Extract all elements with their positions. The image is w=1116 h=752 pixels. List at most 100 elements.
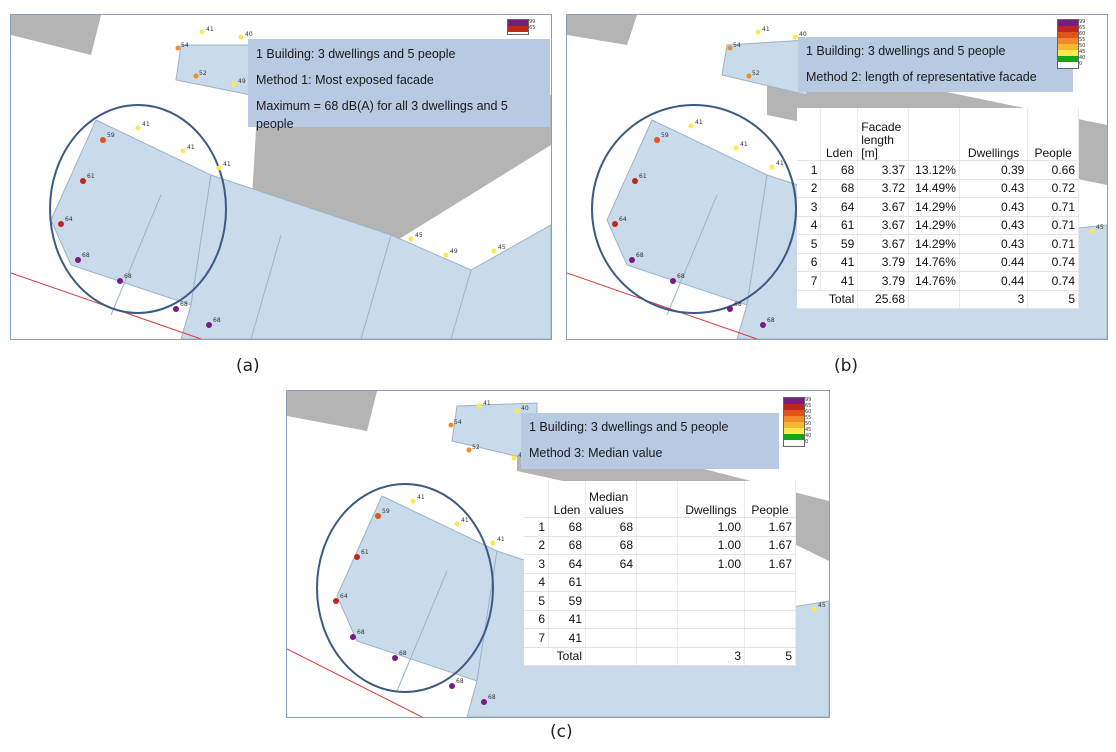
info-line: 1 Building: 3 dwellings and 5 people [806,44,1006,58]
table-row: 3 64 64 1.00 1.67 [524,554,796,574]
receiver-dot [632,178,638,184]
receiver-label: 40 [245,31,253,38]
receiver-dot [117,278,123,284]
receiver-markers: 41 40 54 52 49 59 41 41 41 61 64 68 68 6… [58,26,506,328]
table-row: 2 68 3.72 14.49% 0.43 0.72 [797,179,1079,198]
receiver-label: 64 [65,216,73,223]
receiver-label: 68 [357,629,365,636]
receiver-label: 41 [695,119,703,126]
col-header: People [1027,108,1079,161]
receiver-dot [443,252,449,258]
receiver-markers: 41 40 54 52 59 41 41 41 61 64 68 68 68 6… [612,26,1104,328]
receiver-label: 52 [752,70,760,77]
receiver-dot [654,137,660,143]
receiver-dot [350,634,356,640]
receiver-label: 68 [124,273,132,280]
table-row: 1 68 68 1.00 1.67 [524,517,796,537]
table-header-row: Lden Median values Dwellings People [524,481,796,518]
building-small [175,44,252,96]
highlight-ellipse [49,104,227,314]
building-small [721,39,808,96]
panel-b: 41 40 54 52 59 41 41 41 61 64 68 68 68 6… [566,14,1108,340]
receiver-label: 41 [417,494,425,501]
col-header: Facade length [m] [857,108,910,161]
building-gray [287,391,377,431]
table-row: 2 68 68 1.00 1.67 [524,536,796,555]
receiver-label: 41 [142,121,150,128]
receiver-dot [333,598,339,604]
data-table: Lden Facade length [m] Dwellings People … [797,108,1079,309]
panel-a: 41 40 54 52 49 59 41 41 41 61 64 68 68 6… [10,14,552,340]
receiver-label: 41 [206,26,214,33]
col-header: Dwellings [677,481,745,518]
receiver-dot [180,148,186,154]
receiver-dot [199,29,205,35]
receiver-label: 54 [733,42,741,49]
receiver-label: 40 [799,31,807,38]
receiver-dot [792,34,798,40]
col-header: Dwellings [959,108,1029,161]
receiver-label: 45 [1096,224,1104,231]
table-row: 5 59 [524,591,796,611]
caption-a: (a) [236,356,260,376]
receiver-markers: 41 40 54 52 49 59 41 41 41 61 64 68 68 6… [333,400,826,705]
receiver-dot [448,422,454,428]
receiver-label: 61 [639,173,647,180]
receiver-dot [727,306,733,312]
receiver-dot [449,683,455,689]
receiver-dot [476,403,482,409]
table-total-row: Total 3 5 [524,647,796,666]
receiver-label: 41 [497,536,505,543]
receiver-label: 61 [361,549,369,556]
legend-labels: 99 65 60 55 50 45 40 0 [1079,19,1086,67]
receiver-dot [193,73,199,79]
info-box: 1 Building: 3 dwellings and 5 people Met… [248,39,550,131]
receiver-dot [238,34,244,40]
legend-labels: 99 65 60 55 50 45 40 0 [805,397,812,445]
table-row: 3 64 3.67 14.29% 0.43 0.71 [797,197,1079,217]
info-line: Method 3: Median value [529,446,663,460]
receiver-label: 61 [87,173,95,180]
receiver-dot [733,145,739,151]
receiver-label: 54 [181,42,189,49]
receiver-label: 49 [450,248,458,255]
receiver-dot [216,165,222,171]
receiver-dot [75,257,81,263]
table-row: 4 61 [524,573,796,592]
table-row: 7 41 [524,628,796,648]
receiver-dot [629,257,635,263]
receiver-label: 59 [661,132,669,139]
receiver-label: 68 [636,252,644,259]
receiver-label: 41 [776,160,784,167]
receiver-label: 52 [199,70,207,77]
highlight-ellipse [591,104,797,314]
receiver-dot [688,123,694,129]
info-box: 1 Building: 3 dwellings and 5 people Met… [521,413,779,469]
receiver-dot [80,178,86,184]
receiver-dot [746,73,752,79]
receiver-dot [481,699,487,705]
table-row: 7 41 3.79 14.76% 0.44 0.74 [797,271,1079,291]
receiver-label: 54 [454,419,462,426]
receiver-label: 68 [456,678,464,685]
receiver-dot [354,554,360,560]
receiver-dot [769,164,775,170]
receiver-label: 68 [399,650,407,657]
highlight-ellipse [316,483,494,693]
building-gray [11,15,101,55]
col-header [636,481,678,518]
panel-c: 41 40 54 52 49 59 41 41 41 61 64 68 68 6… [286,390,830,718]
receiver-label: 40 [521,405,529,412]
receiver-label: 68 [180,301,188,308]
table-row: 1 68 3.37 13.12% 0.39 0.66 [797,160,1079,180]
receiver-label: 45 [498,244,506,251]
col-header: People [744,481,796,518]
receiver-dot [100,137,106,143]
receiver-label: 68 [82,252,90,259]
receiver-dot [811,606,817,612]
receiver-dot [760,322,766,328]
receiver-dot [491,248,497,254]
info-line: Method 1: Most exposed facade [256,73,434,87]
receiver-dot [514,408,520,414]
building-gray [567,15,637,45]
